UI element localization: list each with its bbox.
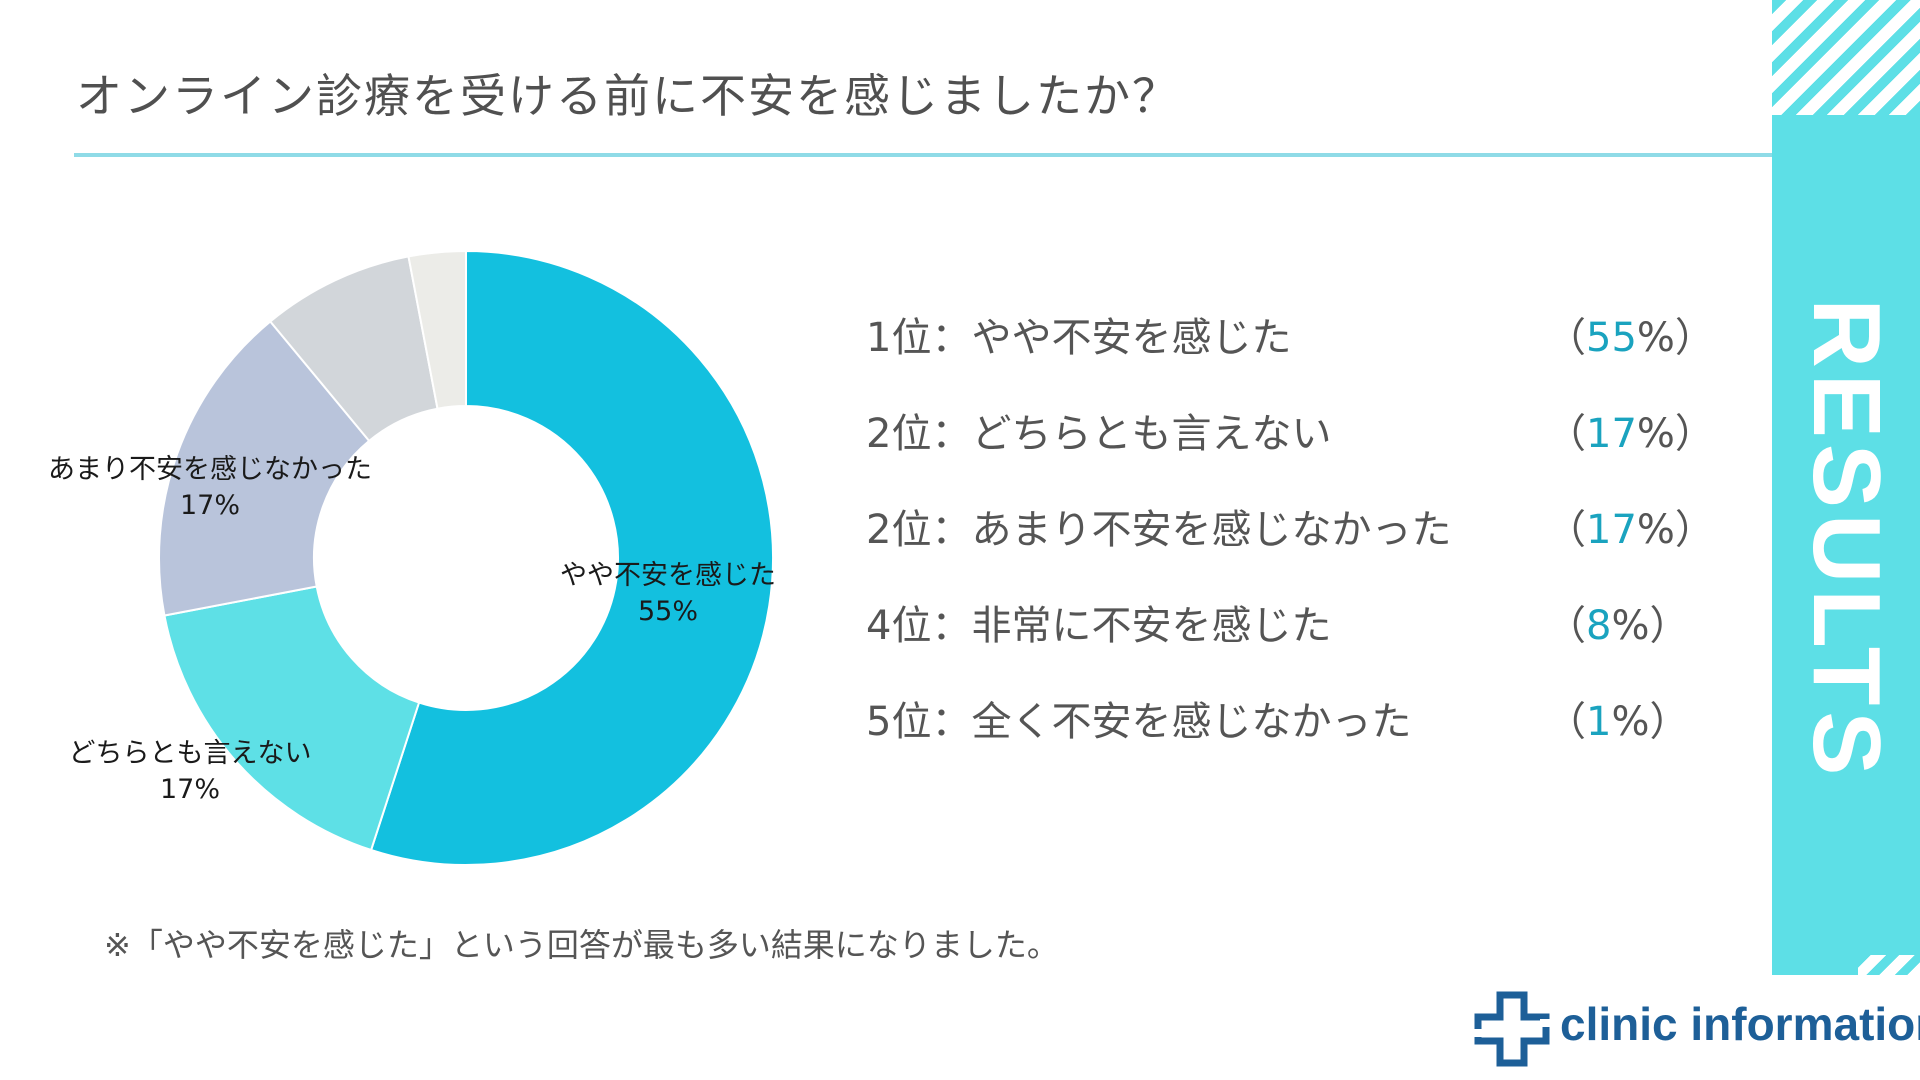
ranking-text: 5位：全く不安を感じなかった [866, 699, 1412, 745]
ranking-row-5: 5位：全く不安を感じなかった （1%） [866, 689, 1690, 749]
slice-name: やや不安を感じた [560, 560, 776, 591]
results-side-band [1772, 115, 1920, 975]
slice-label-0: やや不安を感じた 55% [560, 558, 776, 630]
ranking-percent: （17%） [1546, 507, 1715, 553]
ranking-percent: （1%） [1546, 699, 1690, 745]
slice-name: あまり不安を感じなかった [48, 454, 372, 485]
ranking-row-1: 1位：やや不安を感じた （55%） [866, 305, 1715, 365]
ranking-percent: （17%） [1546, 411, 1715, 457]
donut-slice-1 [163, 585, 421, 852]
ranking-percent: （8%） [1546, 603, 1690, 649]
medical-cross-icon [1474, 991, 1550, 1067]
stripe-decoration-bottom [1858, 955, 1920, 977]
logo-text: clinic information [1560, 998, 1920, 1050]
ranking-text: 1位：やや不安を感じた [866, 315, 1292, 361]
ranking-row-2: 2位：どちらとも言えない （17%） [866, 401, 1715, 461]
donut-slice-0 [369, 249, 774, 866]
slice-label-2: あまり不安を感じなかった 17% [48, 452, 372, 524]
slice-label-1: どちらとも言えない 17% [69, 736, 312, 808]
results-label: RESULTS [1793, 298, 1900, 782]
slice-value: 17% [159, 774, 220, 805]
footnote: ※「やや不安を感じた」という回答が最も多い結果になりました。 [104, 926, 1059, 964]
page-title: オンライン診療を受ける前に不安を感じましたか？ [76, 69, 1180, 123]
title-divider [74, 153, 1772, 157]
stripe-decoration-top [1772, 0, 1920, 115]
ranking-percent: （55%） [1546, 315, 1715, 361]
ranking-row-3: 2位：あまり不安を感じなかった （17%） [866, 497, 1715, 557]
ranking-row-4: 4位：非常に不安を感じた （8%） [866, 593, 1690, 653]
donut-slice-2 [158, 320, 371, 617]
slice-value: 17% [179, 490, 240, 521]
ranking-text: 2位：どちらとも言えない [866, 411, 1332, 457]
donut-slice-4 [407, 249, 467, 410]
slice-value: 55% [637, 596, 698, 627]
ranking-text: 4位：非常に不安を感じた [866, 603, 1332, 649]
slice-name: どちらとも言えない [68, 738, 312, 769]
clinic-information-logo: clinic information [1462, 975, 1920, 1080]
ranking-text: 2位：あまり不安を感じなかった [866, 507, 1452, 553]
donut-chart [158, 249, 774, 866]
